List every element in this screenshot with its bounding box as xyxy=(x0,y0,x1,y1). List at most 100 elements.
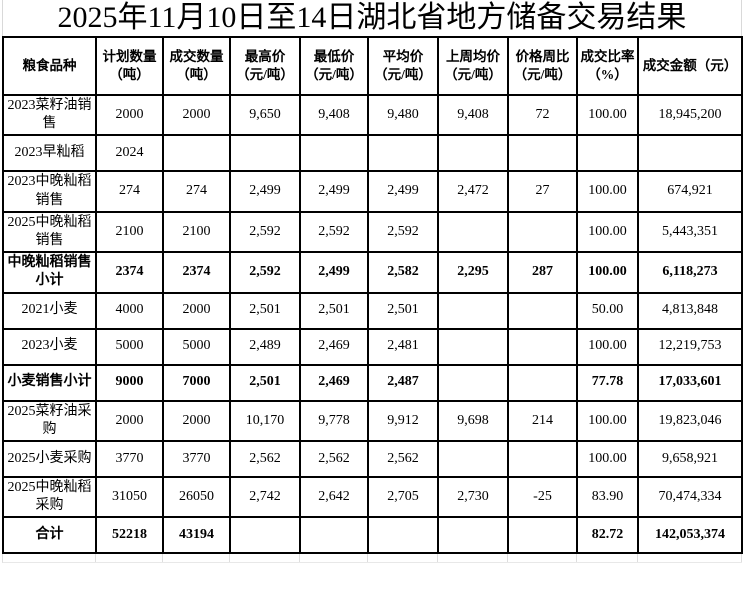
cell: 674,921 xyxy=(637,170,743,213)
cell: 2100 xyxy=(162,210,231,254)
gridline-cell xyxy=(577,554,638,563)
cell: 100.00 xyxy=(576,210,639,254)
cell: 12,219,753 xyxy=(637,327,743,366)
column-header-6: 上周均价 （元/吨） xyxy=(437,36,509,96)
row-label: 2025小麦采购 xyxy=(2,439,97,478)
column-header-0: 粮食品种 xyxy=(2,36,97,96)
cell xyxy=(437,291,509,330)
row-label: 2025中晚籼稻销售 xyxy=(2,210,97,254)
table-row: 2023中晚籼稻销售 274 274 2,499 2,499 2,499 2,472 27 10… xyxy=(2,170,743,213)
cell: 2,501 xyxy=(299,291,369,330)
results-table: 粮食品种 计划数量 （吨） 成交数量 （吨） 最高价 （元/吨） 最低价 （元/吨） 平均… xyxy=(2,36,743,555)
cell: 2,469 xyxy=(299,363,369,402)
gridline-cell xyxy=(638,554,742,563)
cell: 2,501 xyxy=(367,291,439,330)
cell: 2000 xyxy=(162,399,231,442)
cell: 2,592 xyxy=(299,210,369,254)
cell xyxy=(367,134,439,173)
cell: 2,562 xyxy=(229,439,301,478)
cell: 2,562 xyxy=(367,439,439,478)
table-row: 2023菜籽油销售 2000 2000 9,650 9,408 9,480 9,408 72 1… xyxy=(2,93,743,137)
cell: 9,912 xyxy=(367,399,439,442)
cell xyxy=(162,134,231,173)
cell xyxy=(229,134,301,173)
cell xyxy=(437,516,509,555)
cell: 100.00 xyxy=(576,251,639,294)
cell: 100.00 xyxy=(576,170,639,213)
cell: 18,945,200 xyxy=(637,93,743,137)
cell: 9,480 xyxy=(367,93,439,137)
cell xyxy=(507,291,578,330)
cell xyxy=(299,134,369,173)
header-row: 粮食品种 计划数量 （吨） 成交数量 （吨） 最高价 （元/吨） 最低价 （元/吨） 平均… xyxy=(2,36,743,96)
cell: 10,170 xyxy=(229,399,301,442)
cell: 3770 xyxy=(162,439,231,478)
cell xyxy=(507,134,578,173)
cell: 5,443,351 xyxy=(637,210,743,254)
gridline-cell xyxy=(3,554,96,563)
cell: 6,118,273 xyxy=(637,251,743,294)
cell xyxy=(507,439,578,478)
gridline-cell xyxy=(230,554,300,563)
column-header-2: 成交数量 （吨） xyxy=(162,36,231,96)
cell: 3770 xyxy=(95,439,164,478)
cell: 2,501 xyxy=(229,291,301,330)
cell xyxy=(507,516,578,555)
gridline-cell xyxy=(300,554,368,563)
row-label: 2023中晚籼稻销售 xyxy=(2,170,97,213)
column-header-1: 计划数量 （吨） xyxy=(95,36,164,96)
cell: 2,469 xyxy=(299,327,369,366)
cell: 2,562 xyxy=(299,439,369,478)
cell: 17,033,601 xyxy=(637,363,743,402)
column-header-9: 成交金额（元） xyxy=(637,36,743,96)
cell: 4,813,848 xyxy=(637,291,743,330)
cell: 9000 xyxy=(95,363,164,402)
cell: 2000 xyxy=(162,291,231,330)
cell: 100.00 xyxy=(576,327,639,366)
row-label: 2023小麦 xyxy=(2,327,97,366)
table-row: 中晚籼稻销售小计 2374 2374 2,592 2,499 2,582 2,295 287 1… xyxy=(2,251,743,294)
cell: 26050 xyxy=(162,475,231,519)
cell: 5000 xyxy=(162,327,231,366)
cell: 70,474,334 xyxy=(637,475,743,519)
cell xyxy=(507,210,578,254)
cell: 2,730 xyxy=(437,475,509,519)
cell: 214 xyxy=(507,399,578,442)
cell: 2000 xyxy=(95,399,164,442)
cell: 2,642 xyxy=(299,475,369,519)
cell: 2,499 xyxy=(299,251,369,294)
gridline-cell xyxy=(368,554,438,563)
cell: 2000 xyxy=(162,93,231,137)
cell: 52218 xyxy=(95,516,164,555)
cell: 27 xyxy=(507,170,578,213)
cell: 2,481 xyxy=(367,327,439,366)
column-header-7: 价格周比 （元/吨） xyxy=(507,36,578,96)
table-row: 2021小麦 4000 2000 2,501 2,501 2,501 50.00 4,813,… xyxy=(2,291,743,330)
cell: 9,408 xyxy=(299,93,369,137)
cell: 2024 xyxy=(95,134,164,173)
cell: 2,592 xyxy=(229,210,301,254)
cell: 19,823,046 xyxy=(637,399,743,442)
cell: 2374 xyxy=(95,251,164,294)
cell: 2,742 xyxy=(229,475,301,519)
cell: 2,501 xyxy=(229,363,301,402)
cell xyxy=(437,210,509,254)
column-header-5: 平均价 （元/吨） xyxy=(367,36,439,96)
cell: 2,499 xyxy=(229,170,301,213)
row-label: 2025中晚籼稻采购 xyxy=(2,475,97,519)
cell: 31050 xyxy=(95,475,164,519)
table-row: 2025菜籽油采购 2000 2000 10,170 9,778 9,912 9,698 21… xyxy=(2,399,743,442)
cell: 9,408 xyxy=(437,93,509,137)
cell: 9,778 xyxy=(299,399,369,442)
cell: 9,650 xyxy=(229,93,301,137)
cell: 100.00 xyxy=(576,93,639,137)
cell xyxy=(299,516,369,555)
cell: 4000 xyxy=(95,291,164,330)
cell: 2,592 xyxy=(229,251,301,294)
cell: 142,053,374 xyxy=(637,516,743,555)
gridline-cell xyxy=(438,554,508,563)
cell: 2,705 xyxy=(367,475,439,519)
cell: 2,472 xyxy=(437,170,509,213)
cell: 100.00 xyxy=(576,399,639,442)
